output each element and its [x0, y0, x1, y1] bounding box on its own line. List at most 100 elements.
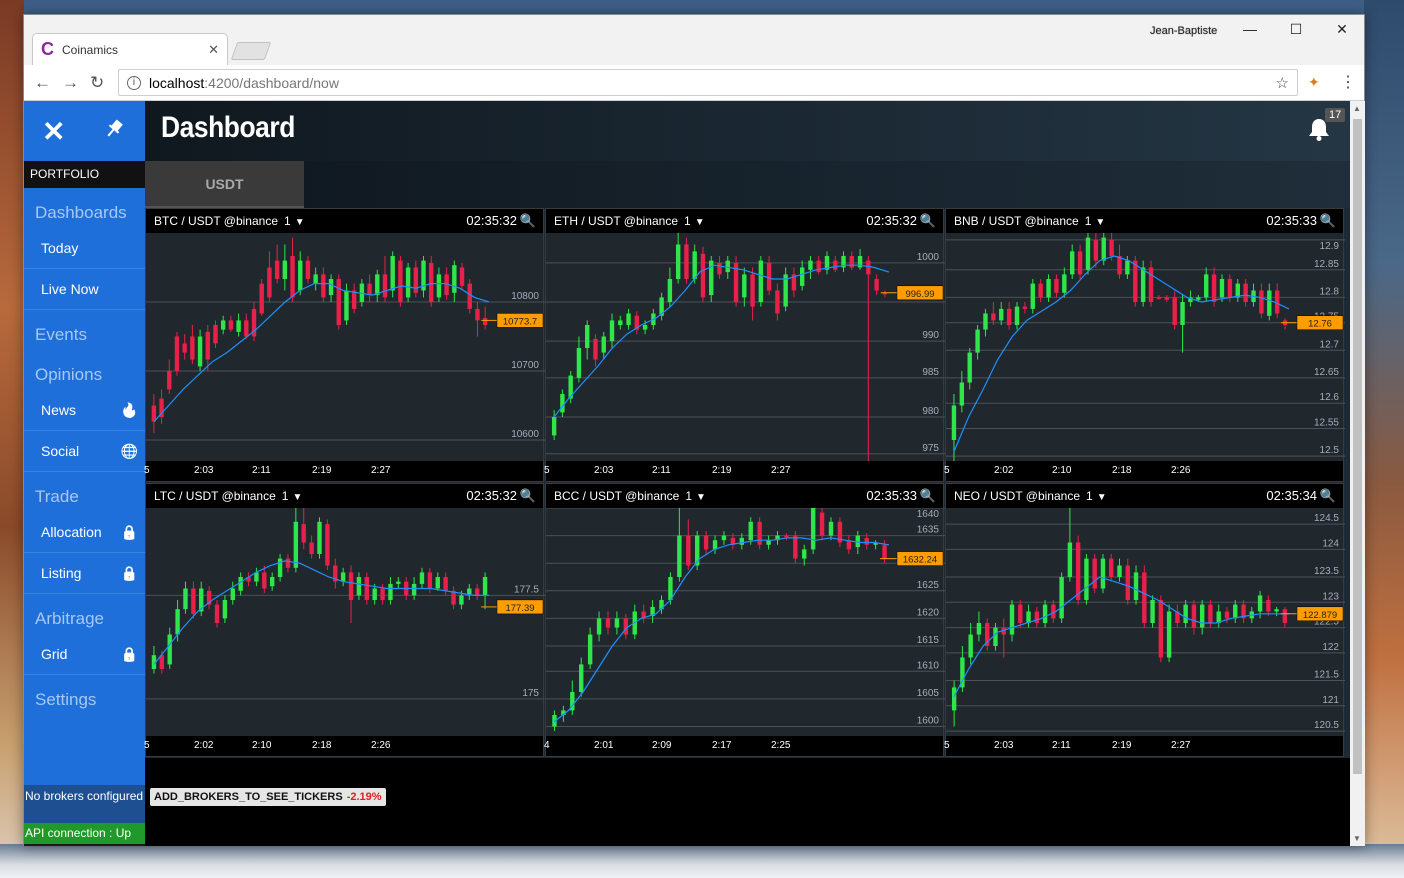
candle-body — [244, 320, 249, 337]
candle-body — [1235, 283, 1240, 298]
chart-panel[interactable]: BTC / USDT @binance 1 ▼ 02:35:32 🔍 10800 10700… — [144, 208, 545, 482]
metamask-fox-icon[interactable]: ✦ — [1308, 74, 1320, 90]
candle-body — [340, 572, 346, 582]
chart-panel[interactable]: BCC / USDT @binance 1 ▼ 02:35:33 🔍 1640 1635 16… — [544, 483, 945, 757]
chart-plot[interactable]: 1000995990985980975996.99 — [546, 233, 945, 463]
chart-panel[interactable]: NEO / USDT @binance 1 ▼ 02:35:34 🔍 124.5 124 12… — [944, 483, 1345, 757]
y-tick-label: 1615 — [917, 635, 940, 646]
y-tick-label: 10700 — [511, 360, 539, 371]
minimize-icon[interactable]: — — [1243, 21, 1257, 37]
chart-plot[interactable]: 1640163516301625162016151610160516001632… — [546, 508, 945, 738]
sidebar-section-events[interactable]: Events — [35, 325, 87, 344]
browser-tab[interactable]: C Coinamics ✕ — [32, 33, 228, 65]
chart-plot[interactable]: 177.5 175 177.39 — [146, 508, 545, 738]
info-icon[interactable]: i — [127, 75, 141, 90]
address-bar: ← → ↻ i localhost :4200/dashboard/now ☆ … — [24, 65, 1364, 101]
price-tag — [896, 551, 944, 566]
candle-body — [596, 618, 602, 635]
sidebar-section-settings[interactable]: Settings — [35, 690, 97, 709]
chart-interval[interactable]: 1 — [281, 489, 289, 503]
forward-arrow-icon[interactable]: → — [62, 73, 79, 92]
candle-body — [1075, 542, 1081, 600]
chevron-down-icon[interactable]: ▼ — [294, 217, 305, 228]
candle-body — [1148, 267, 1154, 302]
chevron-down-icon[interactable]: ▼ — [694, 217, 705, 228]
candle-body — [254, 572, 259, 582]
close-window-icon[interactable]: ✕ — [1336, 21, 1348, 37]
sidebar-section-dashboards[interactable]: Dashboards — [35, 203, 127, 222]
candle-body — [436, 274, 442, 298]
chart-panel[interactable]: BNB / USDT @binance 1 ▼ 02:35:33 🔍 12.9 12.85 1… — [944, 208, 1345, 482]
chart-time: 02:35:33 — [1266, 213, 1317, 228]
candle-body — [251, 308, 257, 337]
reload-icon[interactable]: ↻ — [90, 73, 105, 92]
candle-body — [882, 292, 888, 295]
profile-name[interactable]: Jean-Baptiste — [1150, 25, 1218, 37]
chevron-down-icon[interactable]: ▼ — [292, 492, 303, 503]
chart-panel[interactable]: ETH / USDT @binance1▼02:35:32🔍1000995990… — [544, 208, 945, 482]
ticker-pill[interactable]: ADD_BROKERS_TO_SEE_TICKERS -2.19% — [150, 788, 386, 806]
url-path: :4200/dashboard/now — [204, 74, 339, 91]
chart-plot[interactable]: 10800 10700 10600 10773.7 — [146, 233, 545, 463]
candle-body — [999, 308, 1004, 321]
zoom-icon[interactable]: 🔍 — [519, 213, 536, 228]
candle-body — [197, 336, 203, 367]
sidebar-item-social[interactable]: Social 🌐 — [24, 431, 145, 472]
candle-body — [159, 655, 165, 669]
portfolio-label[interactable]: PORTFOLIO — [24, 161, 145, 188]
sidebar-item-listing[interactable]: Listing 🔒 — [24, 553, 145, 594]
bookmark-star-icon[interactable]: ☆ — [1275, 75, 1289, 92]
chart-interval[interactable]: 1 — [1086, 489, 1093, 503]
candle-body — [593, 338, 598, 360]
candle-body — [837, 521, 843, 543]
zoom-icon[interactable]: 🔍 — [1319, 213, 1336, 228]
candle-body — [267, 267, 272, 298]
sidebar-item-grid[interactable]: Grid 🔒 — [24, 634, 145, 675]
y-tick-label: 123.5 — [1314, 566, 1339, 577]
candle-body — [309, 542, 314, 554]
chevron-down-icon[interactable]: ▼ — [1096, 492, 1107, 503]
zoom-icon[interactable]: 🔍 — [919, 213, 936, 228]
price-tag — [1296, 606, 1344, 622]
candle-body — [677, 535, 682, 577]
zoom-icon[interactable]: 🔍 — [1319, 488, 1336, 503]
chart-plot[interactable]: 124.5 124 123.5 123 122.5 122 121.5 121 120.5 122… — [946, 508, 1345, 738]
scroll-up-arrow-icon[interactable]: ▲ — [1353, 104, 1361, 113]
url-field[interactable]: i localhost :4200/dashboard/now ☆ — [118, 69, 1298, 96]
zoom-icon[interactable]: 🔍 — [519, 488, 536, 503]
chart-interval[interactable]: 1 — [284, 214, 291, 228]
status-panel: No brokers configured API connection : U… — [24, 785, 145, 846]
pin-icon[interactable] — [104, 118, 124, 146]
chart-panel[interactable]: LTC / USDT @binance 1 ▼ 02:35:32 🔍 177.5 175 17… — [144, 483, 545, 757]
sidebar-section-opinions[interactable]: Opinions — [35, 365, 103, 384]
y-tick-label: 120.5 — [1314, 720, 1339, 731]
chevron-down-icon[interactable]: ▼ — [1095, 217, 1106, 228]
sidebar-item-news[interactable]: News 🔥 — [24, 390, 145, 431]
sidebar-item-allocation[interactable]: Allocation 🔒 — [24, 512, 145, 553]
x-axis: 5 2:03 2:11 2:19 2:27 — [544, 461, 943, 481]
scrollbar-thumb[interactable] — [1353, 119, 1362, 774]
sidebar-section-trade[interactable]: Trade — [35, 487, 79, 506]
zoom-icon[interactable]: 🔍 — [919, 488, 936, 503]
scroll-down-arrow-icon[interactable]: ▼ — [1353, 834, 1361, 843]
chart-interval[interactable]: 1 — [1084, 214, 1092, 228]
close-tab-icon[interactable]: ✕ — [208, 41, 219, 57]
chart-interval[interactable]: 1 — [684, 214, 691, 228]
browser-menu-icon[interactable]: ⋮ — [1340, 74, 1356, 91]
chart-interval[interactable]: 1 — [685, 489, 693, 503]
sidebar-section-arbitrage[interactable]: Arbitrage — [35, 609, 104, 628]
chevron-down-icon[interactable]: ▼ — [696, 492, 706, 503]
candle-body — [819, 512, 825, 536]
sidebar-item-live-now[interactable]: Live Now — [24, 269, 145, 310]
candle-body — [659, 297, 664, 316]
tab-usdt[interactable]: USDT — [145, 161, 304, 208]
maximize-icon[interactable]: ☐ — [1289, 21, 1303, 37]
chart-plot[interactable]: 12.912.8512.812.7512.712.6512.612.5512.5… — [946, 233, 1345, 463]
sidebar-item-today[interactable]: Today — [24, 228, 145, 269]
bell-icon[interactable] — [1308, 117, 1330, 148]
close-icon[interactable]: ✕ — [42, 116, 66, 147]
new-tab-button[interactable] — [230, 42, 272, 60]
sidebar-item-label: Social — [41, 443, 80, 459]
page-scrollbar[interactable]: ▲ ▼ — [1350, 101, 1365, 846]
back-arrow-icon[interactable]: ← — [34, 73, 51, 92]
